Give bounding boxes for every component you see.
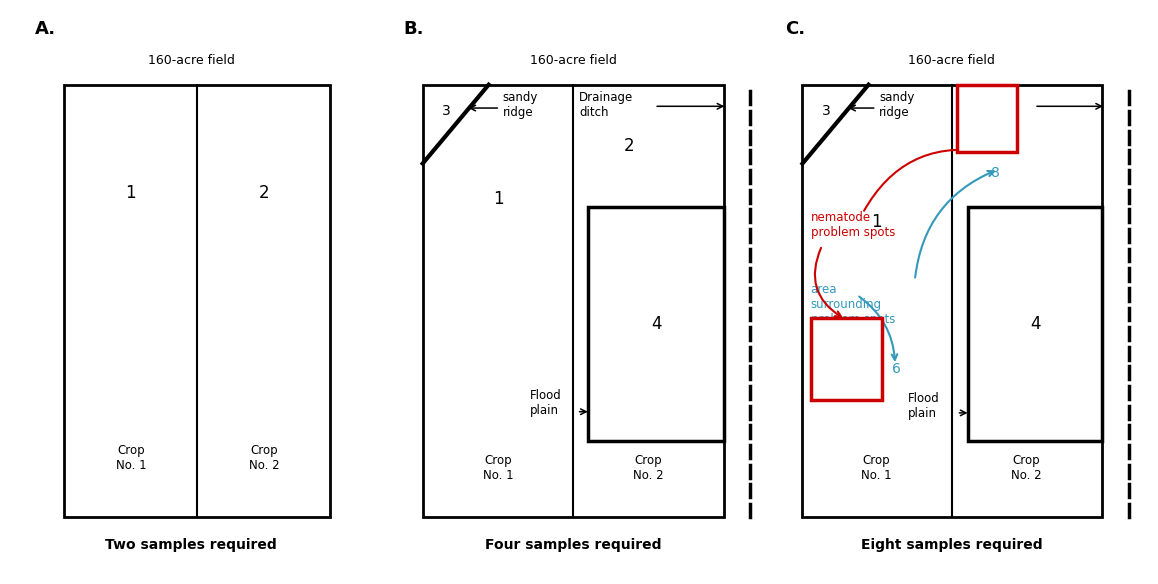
Text: Crop
No. 1: Crop No. 1 <box>483 454 513 482</box>
Text: 8: 8 <box>991 166 1001 180</box>
Text: 160-acre field: 160-acre field <box>147 54 235 67</box>
Text: 7: 7 <box>981 110 992 127</box>
Text: 1: 1 <box>125 184 137 201</box>
Text: Crop
No. 2: Crop No. 2 <box>249 444 279 472</box>
Text: Crop
No. 2: Crop No. 2 <box>1011 454 1041 482</box>
Text: 1: 1 <box>492 190 504 207</box>
Text: 5: 5 <box>841 350 852 368</box>
Text: nematode
problem spots: nematode problem spots <box>811 211 895 239</box>
Text: 3: 3 <box>442 104 452 118</box>
Text: 3: 3 <box>822 104 831 118</box>
Text: area
surrounding
problem spots: area surrounding problem spots <box>811 283 895 326</box>
Bar <box>957 85 1017 152</box>
Text: Flood
plain: Flood plain <box>530 389 562 417</box>
Text: 6: 6 <box>892 362 901 376</box>
Bar <box>968 207 1102 441</box>
Text: Two samples required: Two samples required <box>105 538 277 552</box>
Text: 160-acre field: 160-acre field <box>529 54 617 67</box>
Text: 2: 2 <box>1020 207 1032 225</box>
Text: 1: 1 <box>871 213 882 231</box>
Text: Crop
No. 1: Crop No. 1 <box>116 444 146 472</box>
Text: C.: C. <box>785 20 805 39</box>
Text: Flood
plain: Flood plain <box>908 392 939 420</box>
Text: Drainage
ditch: Drainage ditch <box>959 91 1013 119</box>
Text: 160-acre field: 160-acre field <box>908 54 996 67</box>
Bar <box>588 207 724 441</box>
Text: Four samples required: Four samples required <box>485 538 661 552</box>
Text: Eight samples required: Eight samples required <box>862 538 1042 552</box>
Text: B.: B. <box>403 20 424 39</box>
Text: Crop
No. 1: Crop No. 1 <box>862 454 892 482</box>
Text: 2: 2 <box>258 184 270 201</box>
Text: sandy
ridge: sandy ridge <box>879 91 915 119</box>
Bar <box>811 318 882 400</box>
Text: Crop
No. 2: Crop No. 2 <box>633 454 664 482</box>
Text: Drainage
ditch: Drainage ditch <box>579 91 633 119</box>
Bar <box>423 85 724 517</box>
Text: 4: 4 <box>1029 315 1041 333</box>
Text: 2: 2 <box>623 137 635 155</box>
Bar <box>802 85 1102 517</box>
Text: sandy
ridge: sandy ridge <box>503 91 538 119</box>
Text: A.: A. <box>35 20 56 39</box>
Text: 4: 4 <box>651 315 662 333</box>
Bar <box>64 85 330 517</box>
